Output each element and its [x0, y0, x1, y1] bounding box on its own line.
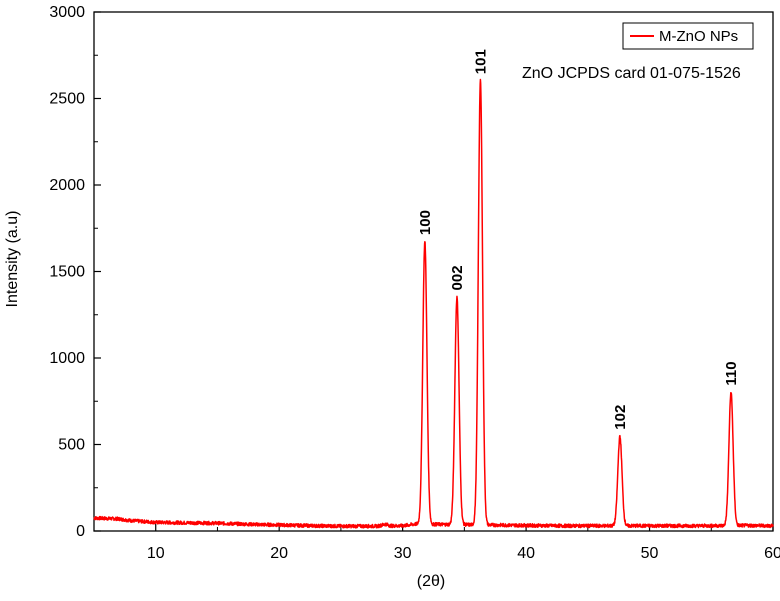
x-axis: 10 20 30 40 50 60	[93, 524, 780, 562]
peak-label-101: 101	[472, 49, 489, 74]
y-tick-label: 1500	[49, 264, 85, 281]
y-tick-label: 2500	[49, 91, 85, 108]
peak-label-100: 100	[417, 210, 434, 235]
y-tick-label: 3000	[49, 4, 85, 21]
legend-label: M-ZnO NPs	[659, 28, 738, 45]
y-tick-label: 500	[58, 437, 85, 454]
series-layer	[93, 78, 774, 529]
y-tick-label: 0	[76, 523, 85, 540]
plot-frame	[93, 11, 774, 532]
x-axis-title: (2θ)	[417, 573, 445, 590]
x-tick-label: 20	[270, 545, 288, 562]
x-tick-label: 10	[147, 545, 165, 562]
peak-label-110: 110	[723, 361, 740, 385]
y-axis-title: Intensity (a.u)	[4, 211, 21, 308]
peak-label-102: 102	[612, 405, 629, 430]
peak-labels: 100 002 101 102 110	[417, 49, 740, 430]
y-tick-label: 1000	[49, 350, 85, 367]
peak-label-002: 002	[449, 265, 466, 290]
x-tick-label: 30	[394, 545, 412, 562]
y-axis: 0 500 1000 1500 2000 2500 3000	[49, 4, 101, 540]
jcpds-annotation: ZnO JCPDS card 01-075-1526	[522, 65, 741, 82]
x-tick-label: 40	[517, 545, 535, 562]
x-tick-label: 50	[641, 545, 659, 562]
y-tick-label: 2000	[49, 177, 85, 194]
series-line-m-zno	[93, 78, 774, 529]
x-tick-label: 60	[764, 545, 780, 562]
plot-border	[93, 11, 774, 532]
legend: M-ZnO NPs	[622, 22, 754, 50]
